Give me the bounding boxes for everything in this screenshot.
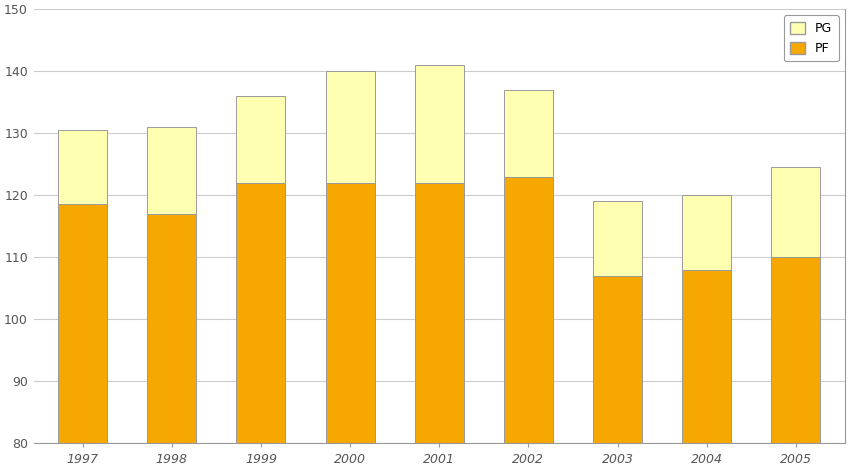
Legend: PG, PF: PG, PF	[784, 16, 839, 62]
Bar	[503, 177, 553, 443]
Bar	[593, 201, 642, 276]
Bar	[58, 130, 107, 204]
Bar	[771, 257, 820, 443]
Bar	[147, 214, 196, 443]
Bar	[236, 183, 285, 443]
Bar	[503, 90, 553, 177]
Bar	[682, 269, 731, 443]
Bar	[414, 183, 464, 443]
Bar	[236, 96, 285, 183]
Bar	[325, 183, 374, 443]
Bar	[58, 204, 107, 443]
Bar	[682, 195, 731, 269]
Bar	[147, 127, 196, 214]
Bar	[325, 71, 374, 183]
Bar	[593, 276, 642, 443]
Bar	[771, 167, 820, 257]
Bar	[414, 65, 464, 183]
